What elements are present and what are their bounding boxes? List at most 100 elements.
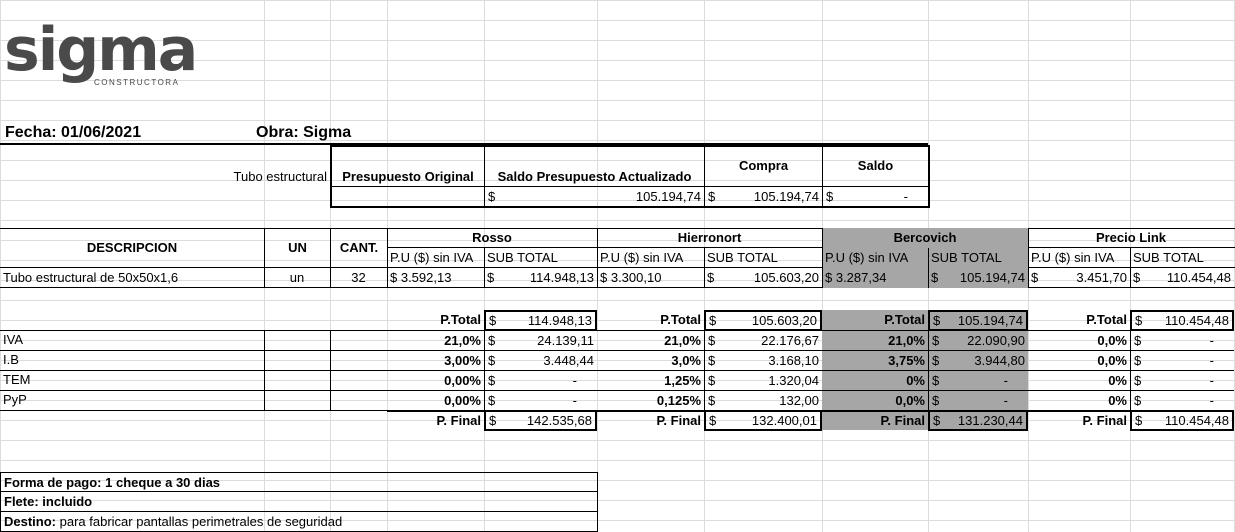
subtotal-value-2: $105.194,74	[928, 268, 1028, 288]
ptotal-value-3: $110.454,48	[1130, 310, 1234, 331]
pfinal-amount: 132.400,01	[751, 413, 817, 428]
subtotal-header-3: SUB TOTAL	[1133, 250, 1204, 265]
budget-original-header: Presupuesto Original	[342, 169, 474, 184]
budget-divider-2	[704, 147, 705, 206]
currency-symbol: $	[707, 270, 715, 285]
amount-1-1: $3.168,10	[704, 350, 822, 370]
tax-amount: -	[1209, 353, 1214, 368]
currency-symbol: $	[1135, 313, 1143, 328]
ptotal-value-2: $105.194,74	[928, 310, 1028, 331]
supplier-line-0	[387, 228, 388, 288]
ptotal-label-2: P.Total	[884, 312, 925, 327]
tax-amount: -	[1003, 373, 1008, 388]
currency-symbol: $	[1134, 393, 1142, 408]
subtotal-amount: 114.948,13	[529, 270, 594, 285]
tax-amount: 3.448,44	[543, 353, 594, 368]
pfinal-value-1: $132.400,01	[704, 410, 822, 431]
amount-3-2: $ -	[1130, 370, 1234, 390]
subtotal-amount: 105.194,74	[959, 270, 1025, 285]
amount-2-2: $ -	[928, 370, 1028, 390]
pfinal-amount: 131.230,44	[957, 413, 1023, 428]
bercovich-highlight	[822, 228, 1028, 288]
supplier-name-0: Rosso	[472, 230, 512, 245]
currency-symbol: $	[1134, 333, 1142, 348]
ptotal-label-0: P.Total	[440, 312, 481, 327]
subtotal-header-0: SUB TOTAL	[487, 250, 558, 265]
currency-symbol: $	[1135, 413, 1143, 428]
summary-cell-un-3	[264, 390, 330, 410]
pu-amount: $ 3.300,10	[600, 270, 662, 285]
fecha-label: Fecha: 01/06/2021	[5, 124, 142, 141]
summary-cell-cant-1	[330, 350, 387, 370]
amount-1-2: $1.320,04	[704, 370, 822, 390]
subtotal-value-0: $114.948,13	[484, 268, 597, 288]
header-mid-line	[387, 247, 1235, 248]
amount-1-3: $132,00	[704, 390, 822, 410]
pu-value-2: $ 3.287,34	[822, 268, 928, 288]
summary-label-2: TEM	[3, 372, 31, 387]
budget-saldo-act-value: $ 105.194,74	[485, 187, 704, 207]
footer-flete: Flete: incluido	[0, 492, 598, 512]
amount-0-0: $24.139,11	[484, 330, 597, 350]
subtotal-header-2: SUB TOTAL	[931, 250, 1002, 265]
pu-header-3: P.U ($) sin IVA	[1031, 250, 1115, 265]
supplier-name-3: Precio Link	[1095, 230, 1167, 245]
pfinal-label-3: P. Final	[1028, 410, 1130, 430]
budget-saldo-amount: -	[903, 189, 908, 204]
amount-3-3: $ -	[1130, 390, 1234, 410]
summary-row-line-1	[0, 350, 387, 370]
budget-divider-h	[332, 186, 928, 187]
pago-label: Forma de pago:	[4, 475, 102, 490]
summary-cell-un-1	[264, 350, 330, 370]
row-desc: Tubo estructural de 50x50x1,6	[3, 270, 179, 285]
tax-amount: 132,00	[779, 393, 819, 408]
pfinal-label-2: P. Final	[822, 410, 928, 430]
summary-cell-cant-0	[330, 330, 387, 350]
logo-brand: sigma	[4, 15, 198, 85]
rate-2-1: 3,75%	[822, 350, 928, 370]
subtotal-header-1: SUB TOTAL	[707, 250, 778, 265]
pu-amount: $ 3.592,13	[390, 270, 452, 285]
currency-symbol: $	[933, 313, 941, 328]
ptotal-amount: 114.948,13	[527, 313, 592, 328]
tax-amount: -	[1209, 333, 1214, 348]
currency-symbol: $	[709, 313, 717, 328]
rate-3-3: 0%	[1028, 390, 1130, 410]
pu-value-0: $ 3.592,13	[387, 268, 484, 288]
subtotal-value-3: $110.454,48	[1130, 268, 1234, 288]
pu-sub-line-0	[484, 248, 485, 288]
logo-subtitle: CONSTRUCTORA	[94, 78, 180, 87]
pu-header-0: P.U ($) sin IVA	[390, 250, 474, 265]
budget-compra-value: $ 105.194,74	[705, 187, 822, 207]
summary-label-0: IVA	[3, 332, 23, 347]
amount-3-0: $ -	[1130, 330, 1234, 350]
pfinal-label-0: P. Final	[387, 410, 484, 430]
rate-3-1: 0,0%	[1028, 350, 1130, 370]
budget-divider-1	[484, 147, 485, 206]
amount-0-2: $ -	[484, 370, 597, 390]
pfinal-label-1: P. Final	[597, 410, 704, 430]
currency-symbol: $	[708, 353, 716, 368]
subtotal-value-1: $105.603,20	[704, 268, 822, 288]
amount-2-3: $ -	[928, 390, 1028, 410]
tax-amount: 1.320,04	[768, 373, 819, 388]
desc-header: DESCRIPCION	[86, 240, 178, 255]
supplier-name-1: Hierronort	[677, 230, 742, 245]
pfinal-amount: 142.535,68	[526, 413, 592, 428]
destino-value: para fabricar pantallas perimetrales de …	[59, 514, 343, 529]
rate-1-3: 0,125%	[597, 390, 704, 410]
ptotal-amount: 105.603,20	[751, 313, 817, 328]
currency-symbol: $	[1133, 270, 1141, 285]
pu-header-1: P.U ($) sin IVA	[600, 250, 684, 265]
budget-divider-3	[822, 147, 823, 206]
summary-cell-cant-3	[330, 390, 387, 410]
currency-symbol: $	[933, 413, 941, 428]
tax-amount: -	[572, 373, 577, 388]
currency-symbol: $	[932, 333, 940, 348]
table-header-frame	[0, 228, 1235, 288]
currency-symbol: $	[488, 353, 496, 368]
budget-saldo-header: Saldo	[857, 158, 894, 173]
tax-amount: 24.139,11	[537, 333, 594, 348]
currency-symbol: $	[1031, 270, 1039, 285]
